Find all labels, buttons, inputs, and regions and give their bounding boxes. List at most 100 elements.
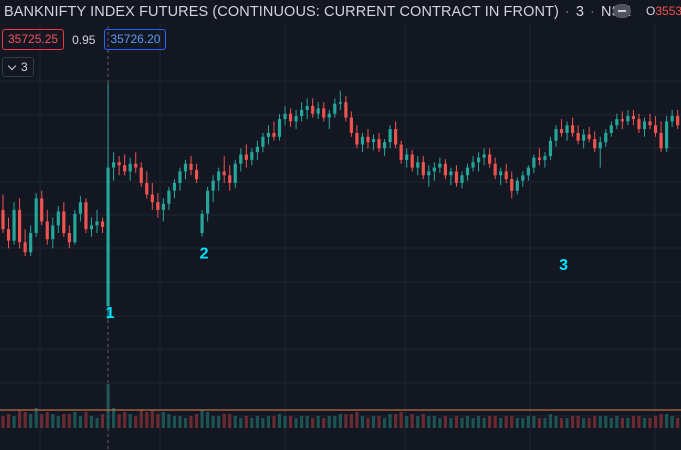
candle-body — [543, 156, 547, 160]
candle-body — [432, 167, 436, 172]
candle-body — [62, 211, 66, 233]
candle-body — [117, 162, 121, 166]
volume-bar — [112, 408, 116, 428]
candle-body — [244, 154, 248, 160]
volume-bar — [62, 414, 66, 428]
volume-bar — [493, 416, 497, 428]
volume-bar — [388, 414, 392, 428]
volume-bar — [554, 416, 558, 428]
candle-body — [217, 171, 221, 181]
candle-body — [95, 221, 99, 226]
candle-body — [128, 163, 132, 172]
candle-body — [493, 163, 497, 176]
candle-body — [349, 117, 353, 133]
volume-bar — [488, 416, 492, 428]
collapse-legend-button[interactable] — [613, 4, 631, 18]
candle-body — [488, 154, 492, 164]
volume-bar — [604, 416, 608, 428]
volume-bar — [570, 416, 575, 428]
candle-body — [637, 119, 641, 130]
volume-bar — [598, 416, 602, 428]
candle-body — [167, 190, 171, 204]
volume-bar — [327, 416, 331, 428]
candle-body — [34, 198, 38, 233]
candle-body — [29, 233, 33, 253]
header-separator: · — [564, 4, 570, 20]
chevron-down-icon — [7, 61, 17, 70]
candle-body — [465, 167, 470, 176]
volume-bar — [377, 416, 381, 428]
candle-body — [183, 163, 188, 172]
candle-body — [139, 167, 143, 183]
candle-body — [172, 182, 177, 191]
volume-bar — [294, 418, 298, 428]
volume-bar — [261, 418, 265, 428]
volume-bar — [620, 418, 624, 428]
candle-body — [294, 116, 298, 122]
candle-body — [438, 163, 442, 168]
candle-body — [532, 157, 536, 168]
interval-label[interactable]: 3 — [575, 4, 585, 20]
volume-bar — [510, 416, 514, 428]
volume-bar — [565, 418, 569, 428]
chart-grid — [0, 24, 681, 450]
volume-bar — [156, 414, 160, 428]
candle-body — [615, 119, 619, 126]
candle-body — [45, 221, 49, 240]
volume-bar — [504, 416, 508, 428]
volume-bar — [244, 416, 248, 428]
candle-body — [23, 242, 27, 253]
candle-body — [78, 202, 83, 214]
volume-bar — [300, 416, 304, 428]
candle-body — [67, 233, 71, 243]
candle-body — [123, 165, 127, 172]
indicators-toggle-button[interactable]: 3 — [2, 57, 34, 77]
candle-body — [504, 171, 508, 180]
candle-body — [559, 129, 564, 133]
buy-price-button[interactable]: 35726.20 — [104, 29, 167, 50]
volume-bar — [421, 414, 425, 428]
volume-bar — [626, 418, 630, 428]
volume-bar — [355, 412, 359, 428]
sell-price-button[interactable]: 35725.25 — [2, 29, 65, 50]
candle-body — [565, 125, 569, 133]
candle-body — [405, 154, 409, 160]
candle-body — [670, 116, 674, 122]
volume-bar — [587, 418, 591, 428]
volume-bar — [427, 416, 431, 428]
candle-body — [421, 162, 425, 176]
volume-bar — [532, 416, 536, 428]
candle-body — [515, 180, 519, 191]
volume-bar — [255, 416, 259, 428]
volume-bar — [1, 416, 5, 428]
candle-body — [371, 139, 376, 143]
candle-body — [676, 116, 680, 126]
price-candles — [1, 82, 680, 320]
volume-bar — [228, 414, 232, 428]
volume-bar — [67, 414, 71, 428]
symbol-title[interactable]: BANKNIFTY INDEX FUTURES (CONTINUOUS: CUR… — [4, 4, 559, 20]
candle-body — [653, 125, 658, 133]
volume-bar — [338, 414, 342, 428]
candle-body — [233, 163, 237, 183]
volume-bar — [78, 416, 83, 428]
volume-bar — [526, 416, 530, 428]
candle-body — [570, 125, 575, 133]
volume-bar — [665, 414, 669, 428]
volume-bar — [134, 416, 138, 428]
volume-bar — [23, 412, 27, 428]
candle-body — [482, 154, 486, 158]
volume-bar — [443, 416, 447, 428]
candle-body — [266, 132, 271, 137]
candle-body — [56, 211, 60, 226]
candle-body — [587, 134, 591, 140]
candle-body — [593, 139, 597, 149]
volume-bar — [206, 412, 210, 428]
candle-body — [476, 157, 481, 163]
volume-bar — [482, 418, 486, 428]
minus-icon — [618, 10, 626, 12]
candle-body — [427, 171, 431, 176]
candle-body — [283, 113, 287, 120]
volume-bar — [167, 414, 171, 428]
